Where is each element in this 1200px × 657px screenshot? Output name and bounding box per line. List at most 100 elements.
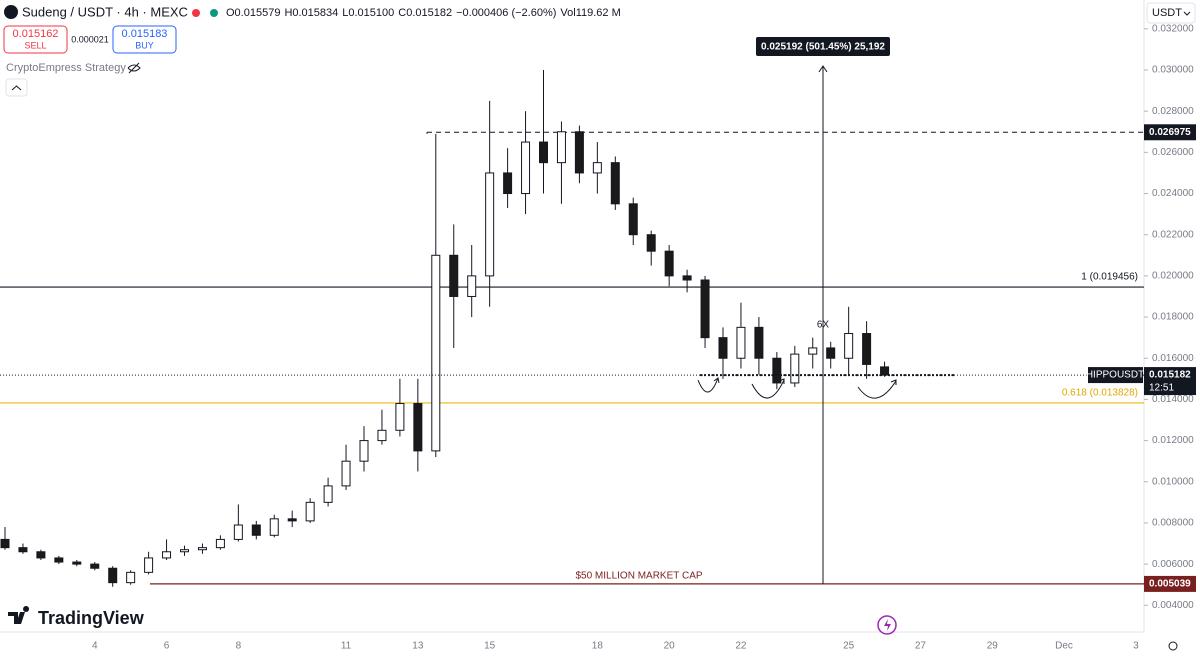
ohlc-stat: −0.000406 (−2.60%) (456, 7, 556, 19)
candle-body (287, 518, 297, 522)
candle-body (521, 141, 531, 195)
countdown: 12:51 (1149, 383, 1174, 394)
candle-body (197, 547, 207, 551)
candle-body (18, 547, 28, 553)
ohlc-stat: H0.015834 (284, 7, 338, 19)
candle-body (880, 366, 890, 376)
x-tick-label: 15 (484, 641, 496, 652)
price-tag-label: 0.026975 (1149, 127, 1191, 138)
candle-body (539, 141, 548, 164)
measure-note: 6X (817, 320, 830, 331)
candle-body (341, 460, 351, 487)
tag-note: $50 MILLION MARKET CAP (575, 571, 702, 582)
y-tick-label: 0.024000 (1152, 188, 1194, 199)
candle-body (682, 275, 692, 281)
collapse-button[interactable] (5, 78, 28, 97)
candle-body (449, 254, 459, 297)
candle-body (180, 549, 189, 553)
cup-drawing (697, 377, 720, 393)
candle-body (251, 524, 261, 536)
y-tick-label: 0.004000 (1152, 600, 1194, 611)
candle-body (431, 254, 441, 452)
candle-body (646, 234, 656, 252)
settings-icon[interactable] (1168, 641, 1178, 651)
candle-body (108, 567, 118, 584)
candle-body (395, 403, 405, 431)
x-tick-label: 27 (915, 641, 927, 652)
candle-body (467, 275, 477, 297)
x-tick-label: 6 (164, 641, 170, 652)
candle-body (826, 347, 836, 359)
cup-drawing (857, 379, 897, 399)
x-tick-label: Dec (1055, 641, 1073, 652)
collapse-icon (11, 85, 22, 91)
ohlc-stat: Vol119.62 M (560, 7, 620, 19)
candle-body (844, 333, 854, 359)
candle-body (772, 357, 782, 384)
measure-label: 0.025192 (501.45%) 25,192 (761, 42, 885, 53)
y-tick-label: 0.020000 (1152, 271, 1194, 282)
alert-icon[interactable] (877, 615, 897, 635)
buy-label: BUY (135, 40, 154, 50)
candle-body (574, 131, 584, 174)
y-tick-label: 0.006000 (1152, 559, 1194, 570)
price-tag (1144, 575, 1196, 592)
candle-body (323, 485, 333, 503)
candle-body (700, 279, 710, 339)
x-tick-label: 20 (664, 641, 676, 652)
ohlc-stat: O0.015579 (226, 7, 280, 19)
candle-body (664, 250, 674, 277)
status-dot (210, 9, 218, 17)
candle-body (90, 563, 100, 569)
y-tick-label: 0.022000 (1152, 229, 1194, 240)
indicator-name[interactable]: CryptoEmpress Strategy (6, 62, 126, 74)
candle-body (808, 347, 818, 355)
ohlc-stat: L0.015100 (342, 7, 394, 19)
candle-body (162, 551, 172, 559)
y-tick-label: 0.012000 (1152, 435, 1194, 446)
sell-button[interactable] (3, 25, 68, 54)
y-tick-label: 0.018000 (1152, 312, 1194, 323)
hide-icon[interactable] (127, 62, 141, 74)
candle-body (215, 538, 225, 549)
spread: 0.000021 (71, 34, 109, 44)
fib-level-label: 0.618 (0.013828) (1062, 388, 1138, 399)
y-tick-label: 0.014000 (1152, 394, 1194, 405)
y-tick-label: 0.030000 (1152, 65, 1194, 76)
buy-button[interactable] (112, 25, 177, 54)
candle-body (628, 203, 638, 236)
watermark: TradingView (38, 608, 145, 628)
candle-body (610, 162, 620, 205)
candle-body (503, 172, 513, 195)
x-tick-label: 8 (236, 641, 242, 652)
ohlc-stats: O0.015579 H0.015834 L0.015100 C0.015182 −0.0… (226, 7, 621, 19)
candle-body (36, 551, 46, 559)
measure-arrow (818, 65, 828, 73)
candle-body (377, 429, 387, 442)
y-tick-label: 0.026000 (1152, 147, 1194, 158)
x-tick-label: 22 (735, 641, 747, 652)
currency-button[interactable] (1146, 2, 1196, 24)
alert-bolt (884, 619, 891, 631)
candle-body (718, 337, 728, 359)
symbol-tag-label: HIPPOUSDT (1086, 370, 1144, 381)
candle-body (233, 524, 243, 540)
fib-level-label: 1 (0.019456) (1081, 272, 1138, 283)
chart-title[interactable]: Sudeng / USDT · 4h · MEXC (22, 4, 188, 19)
dropdown-icon (1183, 11, 1191, 16)
symbol-tag (1088, 367, 1143, 384)
measure-box (756, 37, 890, 56)
candle-body (305, 501, 315, 522)
sell-label: SELL (24, 40, 46, 50)
symbol-icon (4, 5, 18, 19)
x-tick-label: 13 (412, 641, 424, 652)
x-tick-label: 18 (592, 641, 604, 652)
current-price-tag (1144, 367, 1196, 396)
y-tick-label: 0.010000 (1152, 476, 1194, 487)
x-tick-label: 25 (843, 641, 855, 652)
buy-price: 0.015183 (122, 28, 168, 40)
x-tick-label: 29 (987, 641, 999, 652)
candle-body (126, 571, 136, 584)
